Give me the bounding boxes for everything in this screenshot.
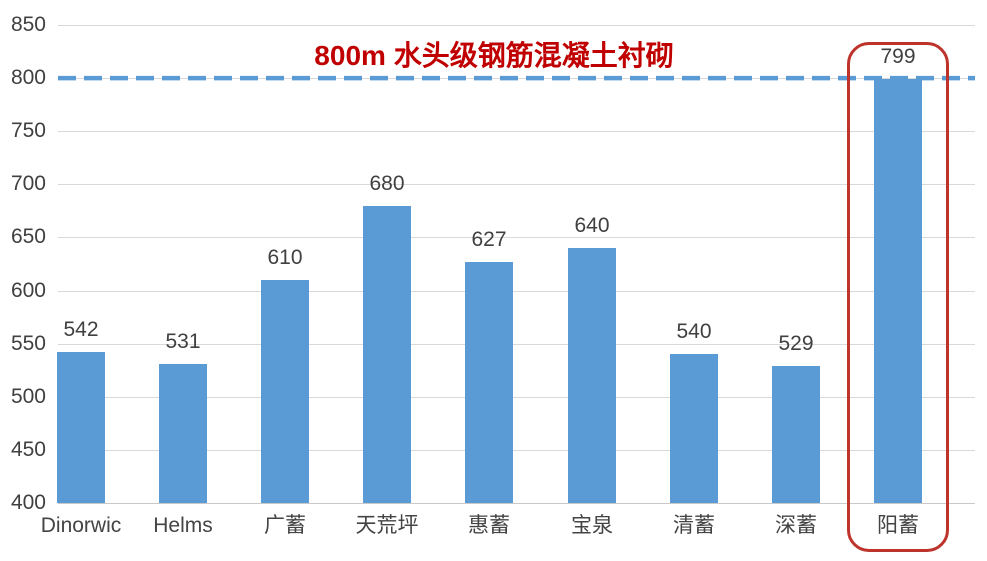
- gridline-y-550: [58, 344, 975, 345]
- gridline-y-600: [58, 291, 975, 292]
- bar-value-label-Dinorwic: 542: [63, 318, 99, 341]
- bar-广蓄: [261, 280, 309, 503]
- gridline-y-650: [58, 237, 975, 238]
- x-axis-label-Helms: Helms: [153, 514, 213, 537]
- gridline-y-850: [58, 25, 975, 26]
- bar-Helms: [159, 364, 207, 503]
- bar-惠蓄: [465, 262, 513, 503]
- gridline-y-750: [58, 131, 975, 132]
- y-axis-tick-label: 850: [10, 13, 46, 36]
- y-axis-tick-label: 550: [10, 332, 46, 355]
- y-axis-tick-label: 800: [10, 66, 46, 89]
- x-axis-label-广蓄: 广蓄: [264, 514, 306, 537]
- bar-宝泉: [568, 248, 616, 503]
- bar-value-label-广蓄: 610: [267, 246, 303, 269]
- bar-value-label-Helms: 531: [165, 330, 201, 353]
- bar-value-label-阳蓄: 799: [880, 45, 916, 68]
- x-axis-label-Dinorwic: Dinorwic: [40, 514, 122, 537]
- y-axis-tick-label: 750: [10, 119, 46, 142]
- gridline-y-500: [58, 397, 975, 398]
- gridline-y-400: [58, 503, 975, 504]
- x-axis-label-惠蓄: 惠蓄: [468, 514, 510, 537]
- gridline-y-450: [58, 450, 975, 451]
- x-axis-label-天荒坪: 天荒坪: [355, 514, 419, 537]
- y-axis-tick-label: 600: [10, 279, 46, 302]
- bar-Dinorwic: [57, 352, 105, 503]
- x-axis-label-深蓄: 深蓄: [775, 514, 817, 537]
- chart-title: 800m 水头级钢筋混凝土衬砌: [314, 40, 674, 71]
- y-axis-tick-label: 700: [10, 172, 46, 195]
- y-axis-tick-label: 450: [10, 438, 46, 461]
- highlight-box-阳蓄: [847, 42, 949, 552]
- x-axis-label-清蓄: 清蓄: [673, 514, 715, 537]
- bar-天荒坪: [363, 206, 411, 503]
- bar-value-label-惠蓄: 627: [471, 228, 507, 251]
- x-axis-label-宝泉: 宝泉: [571, 514, 613, 537]
- bar-value-label-深蓄: 529: [778, 332, 814, 355]
- x-axis-label-阳蓄: 阳蓄: [877, 514, 919, 537]
- bar-value-label-天荒坪: 680: [369, 172, 405, 195]
- bar-清蓄: [670, 354, 718, 503]
- y-axis-tick-label: 650: [10, 225, 46, 248]
- y-axis-tick-label: 400: [10, 491, 46, 514]
- gridline-y-800: [58, 78, 975, 79]
- bar-value-label-清蓄: 540: [676, 320, 712, 343]
- gridline-y-700: [58, 184, 975, 185]
- y-axis-tick-label: 500: [10, 385, 46, 408]
- bar-阳蓄: [874, 79, 922, 503]
- bar-深蓄: [772, 366, 820, 503]
- bar-value-label-宝泉: 640: [574, 214, 610, 237]
